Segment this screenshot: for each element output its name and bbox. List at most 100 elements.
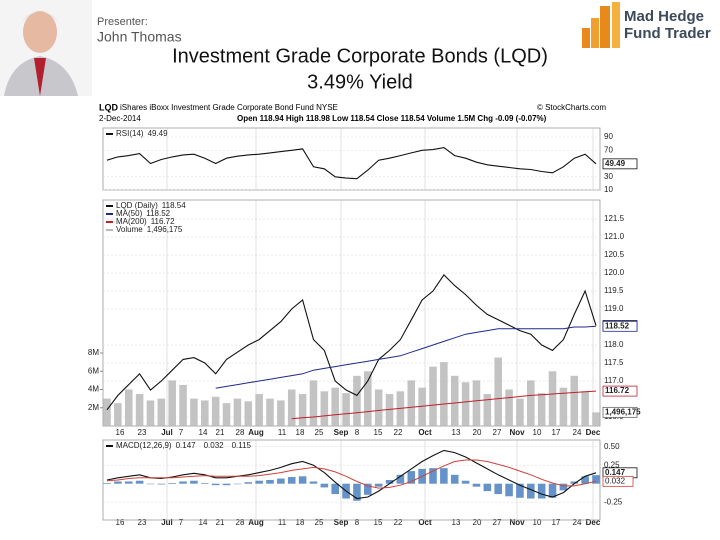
volume-bar bbox=[233, 398, 242, 426]
x-tick-label: Dec bbox=[586, 518, 601, 527]
histogram-bar bbox=[548, 483, 557, 498]
legend-label: MA(50) bbox=[116, 209, 143, 218]
description: iShares iBoxx Investment Grade Corporate… bbox=[120, 103, 338, 112]
histogram-bar bbox=[396, 474, 405, 484]
x-tick-label: 20 bbox=[473, 428, 482, 437]
histogram-bar bbox=[505, 483, 513, 497]
volume-bar bbox=[103, 398, 111, 426]
histogram-bar bbox=[287, 477, 296, 484]
value-tag-label: 49.49 bbox=[605, 159, 626, 168]
value-tag bbox=[602, 406, 638, 418]
legend-value: 118.54 bbox=[162, 201, 186, 210]
logo-icon bbox=[582, 2, 620, 48]
series-line bbox=[106, 449, 597, 500]
x-tick-label: Jul bbox=[161, 428, 173, 437]
x-tick-label: 11 bbox=[278, 518, 287, 527]
volume-bar bbox=[157, 398, 166, 426]
y-tick-label: 118.0 bbox=[604, 340, 624, 349]
legend-value: 0.032 bbox=[204, 441, 225, 450]
volume-bar bbox=[298, 394, 307, 426]
x-tick-label: 22 bbox=[394, 518, 403, 527]
x-tick-label: 27 bbox=[493, 428, 502, 437]
source: © StockCharts.com bbox=[537, 103, 606, 112]
series-line bbox=[215, 325, 597, 389]
x-tick-label: Oct bbox=[418, 518, 432, 527]
x-tick-label: 16 bbox=[116, 518, 125, 527]
y-tick-label: 117.5 bbox=[604, 358, 624, 367]
x-tick-label: 14 bbox=[199, 428, 208, 437]
x-tick-label: 14 bbox=[199, 518, 208, 527]
histogram-bar bbox=[385, 480, 394, 484]
value-tag bbox=[602, 475, 634, 487]
volume-bar bbox=[472, 380, 481, 426]
histogram-bar bbox=[472, 483, 481, 487]
x-tick-label: 7 bbox=[179, 428, 184, 437]
histogram-bar bbox=[168, 482, 176, 484]
y2-tick-label: 6M bbox=[88, 366, 99, 375]
volume-bar bbox=[320, 391, 329, 426]
y-tick-label: 120.0 bbox=[604, 268, 625, 277]
value-tag-label: 1,496,175 bbox=[605, 407, 641, 416]
histogram-bar bbox=[527, 483, 535, 499]
title-line2: 3.49% Yield bbox=[307, 71, 413, 93]
y-tick-label: 90 bbox=[604, 132, 613, 141]
histogram-bar bbox=[516, 483, 524, 498]
volume-bar bbox=[135, 394, 144, 426]
quote: Open 118.94 High 118.98 Low 118.54 Close… bbox=[237, 114, 547, 123]
y-tick-label: 117.0 bbox=[604, 376, 624, 385]
volume-bar bbox=[211, 396, 220, 426]
value-tag-label: 116.72 bbox=[605, 386, 630, 395]
volume-bar bbox=[287, 389, 296, 426]
y-tick-label: 10 bbox=[604, 185, 613, 194]
volume-bar bbox=[190, 398, 198, 426]
histogram-bar bbox=[320, 483, 329, 488]
presenter-label: Presenter: bbox=[97, 16, 148, 28]
histogram-bar bbox=[277, 478, 285, 484]
x-tick-label: 10 bbox=[533, 518, 542, 527]
x-tick-label: Aug bbox=[248, 518, 264, 527]
legend-value: 0.147 bbox=[176, 441, 197, 450]
x-tick-label: Sep bbox=[334, 518, 349, 527]
x-tick-label: 22 bbox=[394, 428, 403, 437]
histogram-bar bbox=[146, 483, 155, 485]
y-tick-label: 121.5 bbox=[604, 214, 625, 223]
histogram-bar bbox=[559, 483, 568, 491]
volume-bar bbox=[450, 375, 459, 426]
volume-bar bbox=[201, 400, 209, 426]
histogram-bar bbox=[179, 481, 187, 484]
histogram-bar bbox=[233, 483, 242, 485]
x-tick-label: Dec bbox=[586, 428, 601, 437]
histogram-bar bbox=[309, 481, 318, 484]
title-line1: Investment Grade Corporate Bonds (LQD) bbox=[172, 45, 548, 67]
x-tick-label: Nov bbox=[509, 428, 525, 437]
x-tick-label: 11 bbox=[278, 428, 287, 437]
x-tick-label: 17 bbox=[552, 518, 561, 527]
value-tag-label: 0.147 bbox=[605, 468, 626, 477]
volume-bar bbox=[548, 371, 557, 426]
volume-bar bbox=[124, 389, 133, 426]
histogram-bar bbox=[190, 480, 198, 484]
histogram-bar bbox=[331, 483, 339, 495]
legend-label: MA(200) bbox=[116, 217, 147, 226]
histogram-bar bbox=[222, 483, 231, 486]
x-tick-label: 24 bbox=[573, 428, 582, 437]
volume-bar bbox=[592, 412, 600, 426]
x-tick-label: Jul bbox=[161, 518, 173, 527]
volume-bar bbox=[516, 398, 524, 426]
histogram-bar bbox=[114, 481, 122, 484]
y-tick-label: 120.5 bbox=[604, 250, 625, 259]
x-tick-label: 15 bbox=[374, 518, 383, 527]
volume-bar bbox=[342, 393, 350, 426]
y2-tick-label: 8M bbox=[88, 348, 99, 357]
histogram-bar bbox=[537, 483, 546, 499]
legend-label: MACD(12,26,9) bbox=[116, 441, 172, 450]
x-tick-label: 24 bbox=[573, 518, 582, 527]
logo-line1: Mad Hedge bbox=[624, 8, 704, 25]
series-line bbox=[106, 459, 597, 489]
legend-value: 118.52 bbox=[146, 209, 170, 218]
legend-value: 1,496,175 bbox=[147, 225, 183, 234]
x-tick-label: 8 bbox=[355, 428, 360, 437]
legend-value: 116.72 bbox=[151, 217, 175, 226]
panel-frame bbox=[102, 439, 601, 521]
